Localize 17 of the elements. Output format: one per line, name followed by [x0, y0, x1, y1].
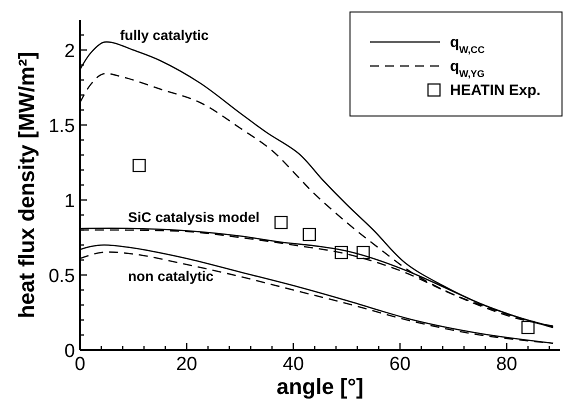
- annotation: fully catalytic: [120, 27, 209, 43]
- y-tick-label: 0.5: [48, 266, 75, 287]
- x-tick-label: 40: [282, 354, 304, 375]
- x-tick-label: 60: [389, 354, 411, 375]
- x-tick-label: 20: [176, 354, 198, 375]
- legend-label: HEATIN Exp.: [450, 82, 541, 99]
- annotation: non catalytic: [128, 268, 214, 284]
- y-axis-title: heat flux density [MW/m²]: [14, 52, 39, 318]
- y-tick-label: 1: [64, 191, 75, 212]
- legend-label: q$_{W,YG}$: [450, 58, 485, 80]
- y-tick-label: 1.5: [48, 116, 75, 137]
- x-tick-label: 80: [496, 354, 518, 375]
- annotation: SiC catalysis model: [128, 209, 260, 225]
- x-axis-title: angle [°]: [276, 374, 364, 399]
- y-tick-label: 0: [64, 341, 75, 362]
- y-tick-label: 2: [64, 41, 75, 62]
- legend-label: q$_{W,CC}$: [450, 34, 485, 56]
